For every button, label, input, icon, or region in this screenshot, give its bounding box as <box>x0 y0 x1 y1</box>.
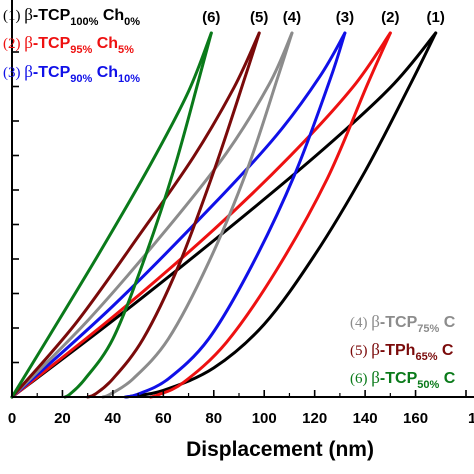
peak-label-5: (5) <box>250 9 268 26</box>
series-6-loading-curve <box>10 31 213 399</box>
x-tick-label: 100 <box>252 410 277 427</box>
series-1-loading-curve <box>10 31 438 399</box>
x-tick-label: 160 <box>403 410 428 427</box>
x-tick-label: 40 <box>105 410 122 427</box>
x-tick-label: 18 <box>468 410 474 427</box>
series-5-loading-curve <box>10 31 261 399</box>
peak-label-6: (6) <box>202 9 220 26</box>
peak-label-3: (3) <box>336 9 354 26</box>
x-axis-title: Displacement (nm) <box>186 438 374 461</box>
series-3-loading-curve <box>10 31 347 399</box>
series-4-loading-curve <box>10 31 294 399</box>
x-tick-label: 140 <box>353 410 378 427</box>
x-ticks: 0 20 40 60 80 100 120 140 160 18 <box>8 390 474 427</box>
y-ticks <box>12 51 19 398</box>
x-tick-label: 80 <box>205 410 222 427</box>
legend-entry-4: (4) β-TCP75% C <box>350 312 456 335</box>
axes-layer <box>11 0 474 398</box>
x-tick-label: 120 <box>302 410 327 427</box>
legend-entry-3: (3) β-TCP90% Ch10% <box>3 62 140 85</box>
series-2-loading-curve <box>10 31 392 399</box>
x-tick-label: 60 <box>155 410 172 427</box>
series-6-unloading-curve <box>63 31 213 399</box>
series-4-unloading-curve <box>101 31 294 399</box>
peak-label-4: (4) <box>283 9 301 26</box>
legend-entry-2: (2) β-TCP95% Ch5% <box>3 33 134 56</box>
peak-label-1: (1) <box>427 9 445 26</box>
legend-entry-5: (5) β-TPh65% C <box>350 340 454 363</box>
x-tick-label: 20 <box>54 410 71 427</box>
curves-layer <box>10 31 438 399</box>
legend-entry-6: (6) β-TCP50% C <box>350 368 456 391</box>
series-1-unloading-curve <box>124 31 438 399</box>
legend-bottom: (4) β-TCP75% C (5) β-TPh65% C (6) β-TCP50%… <box>350 312 456 391</box>
series-5-unloading-curve <box>86 31 261 399</box>
series-3-unloading-curve <box>124 31 347 399</box>
peak-labels: (1) (2) (3) (4) (5) (6) <box>202 9 445 26</box>
legend-entry-1: (1) β-TCP100% Ch0% <box>3 5 140 28</box>
legend-top: (1) β-TCP100% Ch0% (2) β-TCP95% Ch5% (3) β… <box>3 5 140 85</box>
peak-label-2: (2) <box>381 9 399 26</box>
x-tick-label: 0 <box>8 410 16 427</box>
